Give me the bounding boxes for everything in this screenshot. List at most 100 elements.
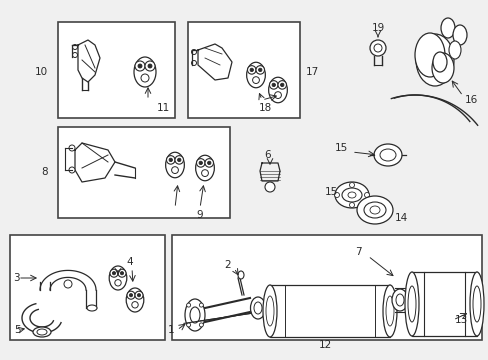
Circle shape bbox=[175, 156, 183, 164]
Bar bbox=[269, 285, 389, 337]
Circle shape bbox=[373, 44, 381, 52]
Circle shape bbox=[264, 182, 274, 192]
Ellipse shape bbox=[165, 152, 184, 178]
Circle shape bbox=[177, 158, 181, 162]
Text: 9: 9 bbox=[196, 210, 203, 220]
Ellipse shape bbox=[363, 202, 385, 218]
Circle shape bbox=[141, 74, 149, 82]
Ellipse shape bbox=[369, 206, 379, 214]
Circle shape bbox=[349, 183, 354, 188]
Text: 14: 14 bbox=[394, 213, 407, 223]
Circle shape bbox=[169, 158, 172, 162]
Ellipse shape bbox=[373, 144, 401, 166]
Ellipse shape bbox=[356, 196, 392, 224]
Circle shape bbox=[364, 193, 369, 198]
Circle shape bbox=[135, 61, 145, 71]
Circle shape bbox=[135, 291, 142, 299]
Text: 18: 18 bbox=[258, 103, 271, 113]
Circle shape bbox=[278, 81, 286, 89]
Ellipse shape bbox=[263, 285, 276, 337]
Circle shape bbox=[112, 271, 115, 275]
Ellipse shape bbox=[246, 62, 265, 88]
Ellipse shape bbox=[37, 329, 47, 335]
Text: 15: 15 bbox=[324, 187, 337, 197]
Ellipse shape bbox=[379, 149, 395, 161]
Bar bbox=[411, 272, 476, 336]
Circle shape bbox=[256, 66, 264, 74]
Text: 8: 8 bbox=[41, 167, 48, 177]
Circle shape bbox=[249, 68, 253, 72]
Ellipse shape bbox=[452, 25, 466, 45]
Ellipse shape bbox=[469, 272, 483, 336]
Circle shape bbox=[127, 291, 135, 299]
Bar bbox=[172, 235, 481, 340]
Ellipse shape bbox=[440, 18, 454, 38]
Circle shape bbox=[196, 159, 204, 167]
Circle shape bbox=[138, 64, 142, 68]
Circle shape bbox=[132, 302, 138, 308]
Circle shape bbox=[199, 323, 203, 327]
Bar bbox=[58, 22, 175, 118]
Ellipse shape bbox=[253, 302, 262, 314]
Circle shape bbox=[271, 83, 275, 87]
Circle shape bbox=[280, 83, 284, 87]
Text: 4: 4 bbox=[126, 257, 133, 267]
Circle shape bbox=[207, 161, 210, 165]
Circle shape bbox=[369, 40, 385, 56]
Circle shape bbox=[186, 303, 190, 307]
Bar bbox=[58, 127, 229, 218]
Circle shape bbox=[247, 66, 256, 74]
Ellipse shape bbox=[334, 182, 368, 208]
Circle shape bbox=[137, 294, 141, 297]
Ellipse shape bbox=[238, 271, 244, 279]
Ellipse shape bbox=[431, 53, 453, 83]
Circle shape bbox=[120, 271, 123, 275]
Ellipse shape bbox=[195, 155, 214, 181]
Text: 1: 1 bbox=[167, 325, 174, 335]
Ellipse shape bbox=[184, 299, 204, 331]
Ellipse shape bbox=[432, 52, 446, 72]
Circle shape bbox=[252, 77, 259, 84]
Ellipse shape bbox=[126, 288, 143, 312]
Ellipse shape bbox=[395, 294, 403, 306]
Ellipse shape bbox=[190, 307, 200, 323]
Circle shape bbox=[171, 167, 178, 174]
Circle shape bbox=[258, 68, 262, 72]
Text: 7: 7 bbox=[354, 247, 361, 257]
Ellipse shape bbox=[87, 305, 97, 311]
Circle shape bbox=[115, 280, 121, 286]
Circle shape bbox=[118, 269, 126, 277]
Text: 10: 10 bbox=[35, 67, 48, 77]
Ellipse shape bbox=[109, 266, 126, 290]
Text: 19: 19 bbox=[370, 23, 384, 33]
Text: 5: 5 bbox=[14, 325, 20, 335]
Text: 13: 13 bbox=[454, 315, 468, 325]
Circle shape bbox=[129, 294, 132, 297]
Ellipse shape bbox=[341, 188, 361, 202]
Circle shape bbox=[69, 145, 75, 151]
Ellipse shape bbox=[391, 289, 407, 311]
Ellipse shape bbox=[415, 34, 453, 86]
Text: 12: 12 bbox=[318, 340, 331, 350]
Bar bbox=[187, 22, 299, 118]
Circle shape bbox=[201, 170, 208, 176]
Circle shape bbox=[199, 161, 202, 165]
Circle shape bbox=[274, 92, 281, 99]
Ellipse shape bbox=[265, 296, 273, 326]
Circle shape bbox=[69, 167, 75, 173]
Ellipse shape bbox=[268, 77, 287, 103]
Circle shape bbox=[64, 280, 72, 288]
Circle shape bbox=[145, 61, 155, 71]
Circle shape bbox=[148, 64, 152, 68]
Circle shape bbox=[334, 193, 339, 198]
Ellipse shape bbox=[347, 192, 355, 198]
Ellipse shape bbox=[134, 57, 156, 87]
Ellipse shape bbox=[414, 33, 444, 77]
Text: 2: 2 bbox=[224, 260, 231, 270]
Text: 16: 16 bbox=[464, 95, 477, 105]
Circle shape bbox=[166, 156, 175, 164]
Ellipse shape bbox=[407, 286, 415, 322]
Text: 15: 15 bbox=[334, 143, 347, 153]
Circle shape bbox=[110, 269, 118, 277]
Bar bbox=[10, 235, 164, 340]
